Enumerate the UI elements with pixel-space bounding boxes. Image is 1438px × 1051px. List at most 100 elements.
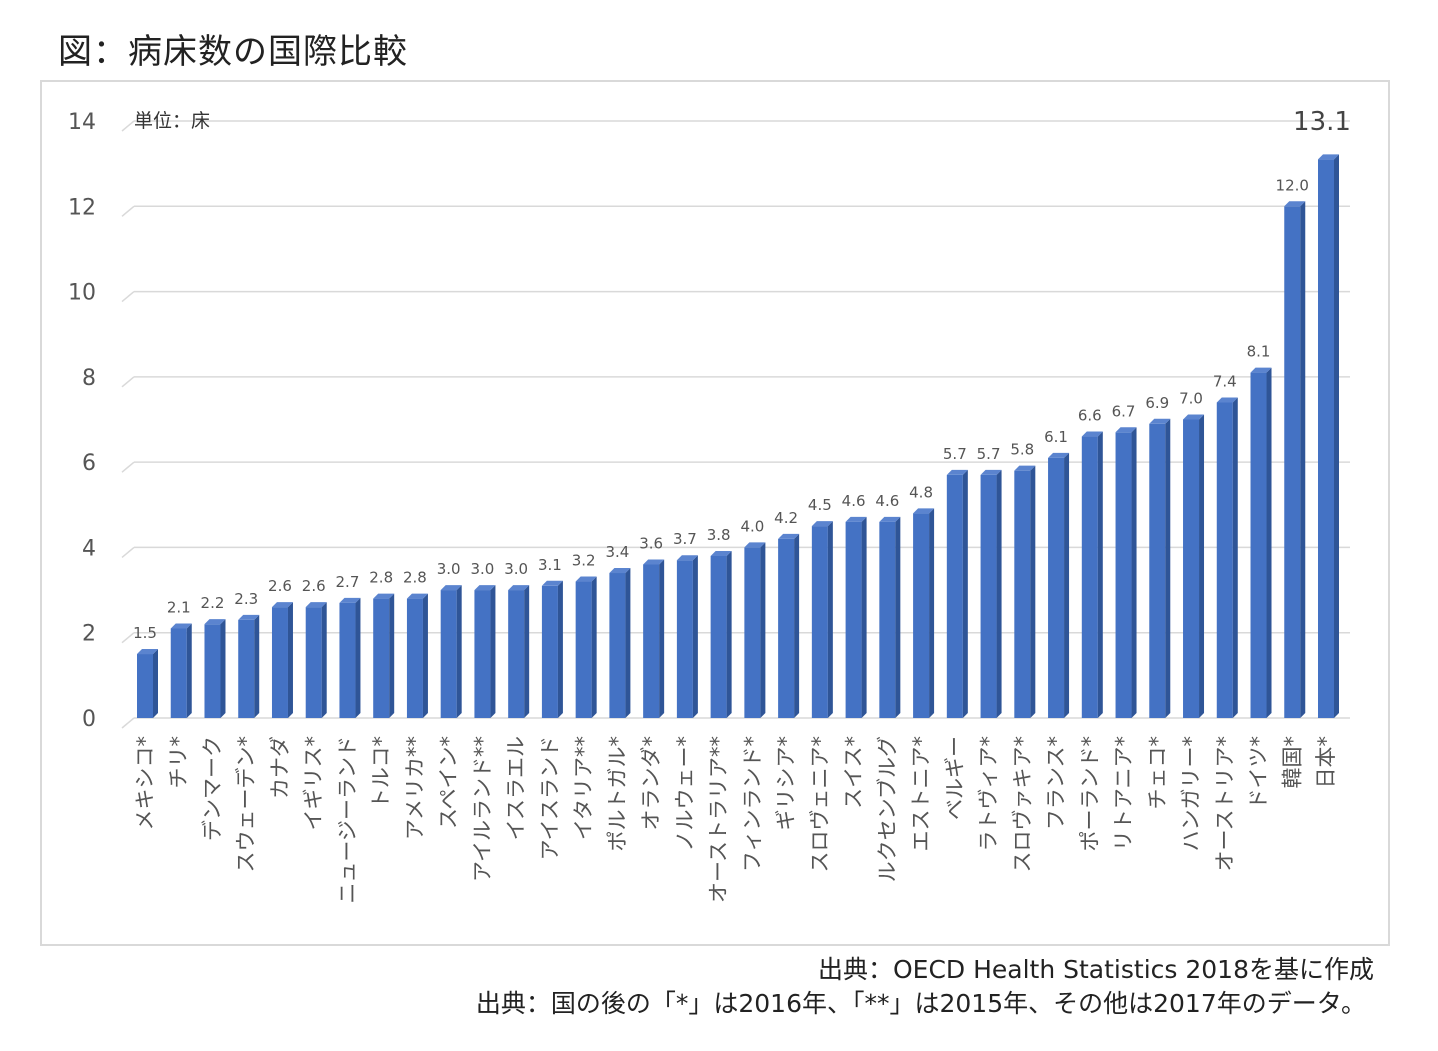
bar [440, 590, 457, 718]
bar-side [1334, 154, 1339, 719]
value-label: 12.0 [1276, 176, 1309, 194]
bar-top [913, 508, 935, 514]
bar-top [1149, 418, 1171, 424]
category-label: ポルトガル* [605, 736, 629, 852]
category-labels: メキシコ* チリ* デンマーク スウェーデン* カナダ イギリス* ニュージーランド トルコ*… [133, 736, 1338, 904]
bar [575, 581, 592, 718]
value-label: 4.6 [875, 492, 899, 510]
bar [339, 602, 356, 718]
category-label: チェコ* [1145, 736, 1169, 810]
value-label: 6.7 [1112, 402, 1136, 420]
bar-top [406, 593, 428, 599]
category-label: フィンランド* [740, 736, 764, 872]
bar-side [929, 508, 935, 718]
gridlines [121, 120, 1350, 729]
bar-top [238, 614, 260, 620]
bar-side [389, 593, 395, 718]
value-label: 2.1 [167, 598, 191, 616]
gridline-depth [121, 290, 135, 303]
category-label: オーストリア* [1213, 736, 1237, 871]
bar-side [422, 593, 428, 718]
bar [204, 624, 221, 718]
bar-side [962, 469, 968, 718]
bar [271, 607, 288, 718]
bar-side [726, 550, 732, 718]
bar-side [153, 649, 158, 718]
bar [946, 474, 963, 718]
bar [1149, 423, 1166, 718]
bar-top [811, 521, 833, 527]
value-label: 13.1 [1293, 107, 1351, 137]
category-label: デンマーク [200, 736, 224, 841]
category-label: イタリア** [572, 736, 596, 840]
value-label: 6.6 [1078, 407, 1102, 425]
category-label: ドイツ* [1247, 736, 1271, 810]
bar-top [778, 533, 800, 539]
bar [508, 590, 525, 718]
bar-top [541, 580, 563, 586]
bar-top [1048, 452, 1070, 458]
value-label: 6.9 [1145, 394, 1169, 412]
bar-side [557, 580, 563, 718]
category-label: エストニア* [909, 736, 933, 852]
bar-side [1131, 427, 1137, 718]
bar-side [524, 585, 530, 718]
data-year-note: 出典：国の後の「*」は2016年、「**」は2015年、その他は2017年のデー… [475, 989, 1366, 1018]
bar-top [440, 585, 462, 591]
value-label: 3.2 [572, 552, 596, 570]
value-label: 4.5 [808, 496, 832, 514]
value-label: 7.0 [1179, 390, 1203, 408]
category-label: ギリシア* [774, 736, 798, 831]
bar [1284, 206, 1301, 719]
category-label: ポーランド* [1078, 736, 1102, 852]
bar-top [744, 542, 766, 548]
bar-side [355, 597, 361, 718]
bar-top [609, 568, 631, 574]
bar [980, 474, 997, 718]
bar-side [1300, 201, 1306, 719]
value-label: 2.2 [201, 594, 225, 612]
category-label: 日本* [1314, 736, 1338, 789]
value-label: 5.7 [943, 445, 967, 463]
bar [676, 560, 693, 718]
category-label: スイス* [842, 736, 866, 809]
category-label: アイルランド** [470, 736, 494, 882]
bar [744, 547, 761, 718]
bar [879, 521, 896, 718]
bar-side [996, 469, 1002, 718]
bar [811, 526, 828, 718]
gridline-depth [121, 120, 135, 132]
bar [845, 521, 862, 718]
category-label: イギリス* [302, 736, 326, 831]
bar-side [760, 542, 766, 718]
bar [137, 654, 153, 718]
y-tick-label: 14 [68, 110, 96, 135]
bar [541, 585, 558, 718]
bar-side [625, 568, 631, 718]
bar [170, 628, 187, 718]
gridline-depth [121, 546, 135, 559]
bar-top [1284, 201, 1306, 207]
y-tick-label: 0 [82, 707, 96, 732]
bar-top [980, 469, 1002, 475]
value-label: 3.7 [673, 530, 697, 548]
bar [1115, 432, 1132, 718]
value-label: 6.1 [1044, 428, 1068, 446]
category-label: オーストラリア** [707, 736, 731, 903]
bar [406, 598, 423, 718]
category-label: リトアニア* [1112, 736, 1136, 851]
gridline-depth [121, 461, 135, 473]
value-label: 2.7 [336, 573, 360, 591]
bar [1318, 159, 1334, 719]
bar-top [575, 576, 597, 582]
category-label: フランス* [1044, 736, 1068, 830]
unit-label: 単位：床 [134, 110, 210, 132]
bar-top [373, 593, 395, 599]
value-label: 3.1 [538, 556, 562, 574]
bar-top [474, 585, 496, 591]
category-label: チリ* [167, 736, 191, 789]
value-label: 3.4 [605, 543, 629, 561]
value-label: 8.1 [1247, 343, 1271, 361]
value-label: 3.6 [639, 534, 663, 552]
